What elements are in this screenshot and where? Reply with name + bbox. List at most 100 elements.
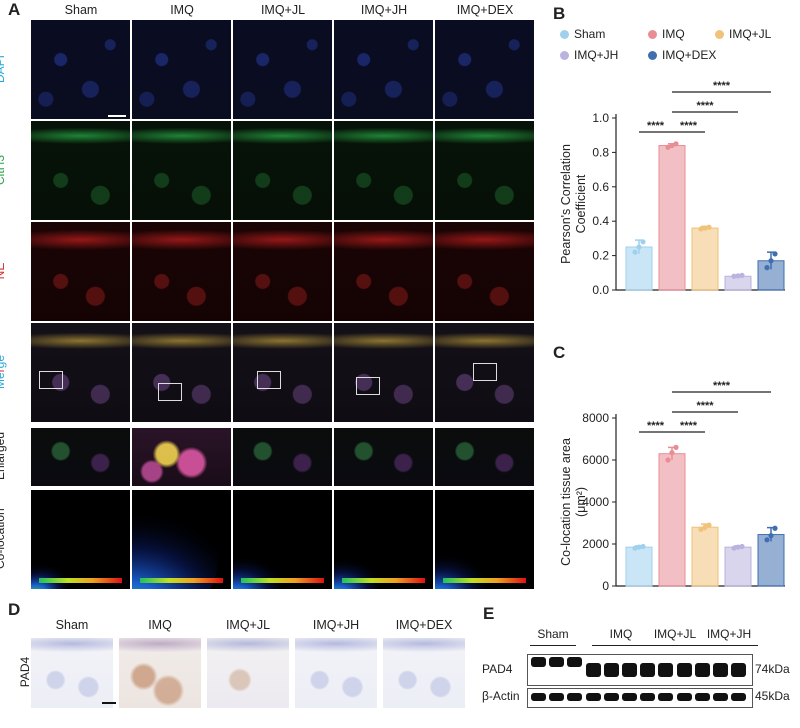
bar-3	[724, 546, 752, 587]
y-axis-label: Co-location tissue area(μm²)	[559, 438, 588, 566]
blot-band-0-0	[531, 657, 546, 667]
blot-band-0-5	[622, 663, 637, 677]
blot-band-1-9	[694, 693, 710, 701]
blot-band-1-4	[603, 693, 619, 701]
blot-band-1-1	[549, 693, 565, 701]
data-point-1-0	[665, 457, 671, 463]
data-point-2-2	[706, 522, 712, 528]
y-tick-label: 4000	[582, 495, 609, 509]
panel-d-letter: D	[8, 600, 21, 619]
blot-band-1-3	[585, 693, 601, 701]
colocation-scatter	[233, 490, 332, 589]
data-point-1-2	[673, 444, 679, 450]
panel-e-letter: E	[483, 604, 495, 623]
image-colocation-2	[233, 490, 332, 589]
data-point-4-0	[764, 537, 770, 543]
legend-swatch-2	[715, 30, 724, 39]
blot-group-underline-2	[646, 645, 704, 646]
image-ne-2	[233, 222, 332, 321]
colocation-scatter	[435, 490, 534, 589]
blot-size-label-0: 74kDa	[755, 662, 790, 676]
image-colocation-4	[435, 490, 534, 589]
image-colocation-3	[334, 490, 433, 589]
row-label-ne: NE	[0, 262, 7, 280]
zoom-region-box	[158, 383, 182, 401]
blot-band-0-8	[676, 663, 692, 677]
y-tick-label: 6000	[582, 453, 609, 467]
image-enlarged-4	[435, 428, 534, 486]
row-label-part: Me	[0, 372, 7, 390]
row-label-part: ge	[0, 354, 7, 369]
y-tick-label: 0.0	[592, 283, 609, 297]
data-point-3-0	[731, 545, 737, 551]
ihc-row-label: PAD4	[18, 656, 32, 688]
zoom-region-box	[473, 363, 497, 381]
bar-0	[625, 546, 653, 587]
row-label-part: r	[0, 368, 7, 372]
data-point-4-1	[768, 533, 774, 539]
blot-row-label-1: β-Actin	[482, 689, 520, 703]
data-point-3-2	[739, 272, 745, 278]
y-axis-label: Pearson's CorrelationCoefficient	[559, 144, 588, 264]
zoom-region-box	[356, 377, 380, 395]
data-point-1-0	[665, 144, 671, 150]
legend-label-2: IMQ+JL	[729, 27, 772, 41]
image-merge-2	[233, 323, 332, 422]
ihc-scale-bar	[102, 702, 116, 704]
data-point-1-1	[669, 142, 675, 149]
ihc-image-3	[295, 638, 377, 708]
data-point-0-0	[632, 545, 638, 551]
image-merge-4	[435, 323, 534, 422]
ihc-image-0	[31, 638, 113, 708]
y-tick-label: 0.2	[592, 249, 609, 263]
blot-group-3: IMQ+JH	[706, 627, 752, 641]
chart-b-pearson: 0.0 0.2 0.4 0.6 0.8 1.0 Pearson's CorrelationC…	[559, 80, 785, 297]
blot-band-0-4	[603, 663, 619, 677]
image-colocation-1	[132, 490, 231, 589]
panel-c-letter: C	[553, 343, 566, 362]
legend-swatch-1	[648, 30, 657, 39]
blot-band-0-10	[713, 663, 728, 677]
data-point-3-1	[735, 273, 741, 279]
blot-band-1-0	[531, 693, 546, 701]
legend-swatch-0	[560, 30, 569, 39]
image-dapi-4	[435, 20, 534, 119]
blot-band-1-8	[676, 693, 692, 701]
data-point-3-1	[735, 544, 741, 550]
colocation-scatter	[31, 490, 130, 589]
data-point-0-0	[632, 249, 638, 255]
legend-label-4: IMQ+DEX	[662, 48, 717, 62]
blot-group-underline-0	[530, 645, 576, 646]
blot-band-0-7	[658, 663, 674, 677]
blot-band-0-1	[549, 657, 565, 667]
image-dapi-1	[132, 20, 231, 119]
data-point-0-1	[636, 244, 642, 250]
image-ne-1	[132, 222, 231, 321]
data-point-3-0	[731, 273, 737, 279]
data-point-2-0	[698, 526, 704, 532]
blot-band-0-3	[585, 663, 601, 677]
bar-2	[691, 227, 719, 291]
blot-size-label-1: 45kDa	[755, 689, 790, 703]
significance-label-1: ****	[647, 120, 665, 132]
ihc-column-header-1: IMQ	[148, 618, 172, 632]
bar-1	[658, 145, 686, 291]
data-point-4-2	[772, 525, 778, 531]
column-header-imq-jl: IMQ+JL	[260, 3, 306, 17]
colocation-scatter	[132, 490, 231, 589]
blot-band-1-6	[640, 693, 656, 701]
data-point-0-1	[636, 544, 642, 550]
significance-label-2: ****	[696, 400, 714, 412]
blot-row-label-0: PAD4	[482, 662, 513, 676]
y-tick-label: 0	[602, 579, 609, 593]
blot-group-0: Sham	[537, 627, 569, 641]
image-cith3-1	[132, 121, 231, 220]
column-header-sham: Sham	[64, 3, 98, 17]
blot-band-1-2	[567, 693, 583, 701]
image-enlarged-2	[233, 428, 332, 486]
row-label-enlarged: Enlarged	[0, 431, 7, 481]
image-merge-0	[31, 323, 130, 422]
panel-a-letter: A	[8, 0, 21, 19]
y-tick-label: 0.6	[592, 180, 609, 194]
image-enlarged-1	[132, 428, 231, 486]
